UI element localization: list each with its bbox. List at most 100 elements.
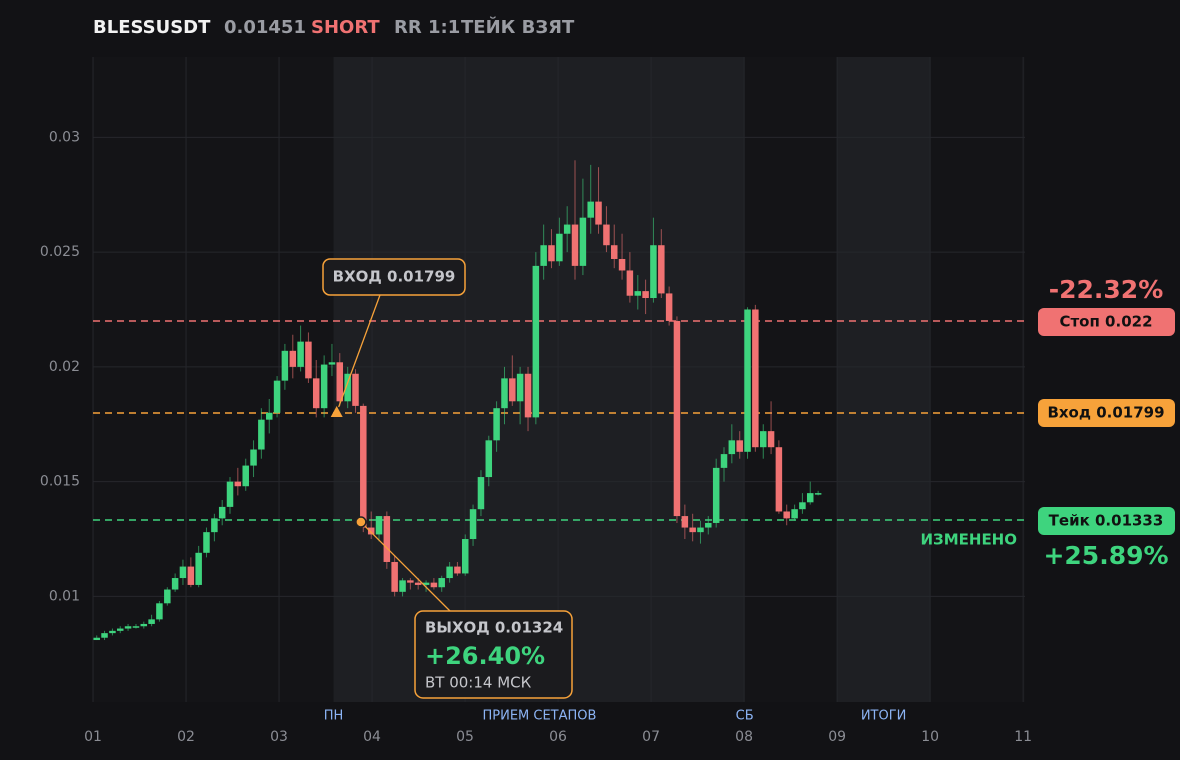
candle-body bbox=[266, 412, 273, 420]
candle-body bbox=[673, 320, 681, 517]
exit-box bbox=[414, 610, 573, 699]
y-tick-label: 0.015 bbox=[40, 474, 80, 490]
x-tick-label: 06 bbox=[549, 729, 567, 745]
candle-body bbox=[461, 539, 469, 574]
symbol: BLESSUSDT bbox=[93, 17, 211, 38]
candle-body bbox=[814, 493, 822, 495]
candle-body bbox=[93, 637, 100, 641]
entry-marker bbox=[330, 406, 343, 418]
level-change: +25.89% bbox=[1043, 541, 1168, 570]
candle-body bbox=[438, 578, 445, 588]
candle-body bbox=[728, 440, 736, 455]
candle-body bbox=[297, 341, 304, 367]
candle-body bbox=[211, 518, 218, 533]
candle-body bbox=[595, 201, 602, 225]
candle-body bbox=[124, 626, 132, 629]
candle-body bbox=[407, 580, 414, 583]
candle-body bbox=[352, 373, 359, 406]
candle-body bbox=[117, 628, 124, 631]
candle-body bbox=[767, 431, 775, 448]
candle-body bbox=[101, 633, 108, 638]
candle-body bbox=[399, 580, 406, 592]
candle-body bbox=[720, 454, 728, 468]
candle-body bbox=[736, 440, 743, 452]
candle-body bbox=[658, 245, 665, 294]
x-tick-label: 05 bbox=[456, 729, 474, 745]
candle-body bbox=[712, 467, 720, 523]
candle-body bbox=[775, 447, 783, 512]
candle-body bbox=[650, 245, 657, 299]
status: ТЕЙК ВЗЯТ bbox=[461, 16, 575, 38]
session-label: СБ bbox=[736, 709, 754, 724]
price: 0.01451 bbox=[224, 17, 306, 38]
candle-body bbox=[501, 378, 508, 409]
candle-body bbox=[516, 373, 524, 402]
candle-body bbox=[250, 449, 257, 466]
x-tick-label: 02 bbox=[177, 729, 195, 745]
exit-marker bbox=[355, 516, 367, 528]
candle-body bbox=[705, 522, 712, 528]
exit-result: +26.40% bbox=[425, 642, 545, 670]
candle-body bbox=[611, 245, 618, 259]
session-band bbox=[333, 57, 745, 702]
candle-body bbox=[524, 373, 532, 418]
candle-body bbox=[642, 291, 649, 299]
level-label: Стоп 0.022 bbox=[1059, 313, 1152, 331]
candle-body bbox=[799, 502, 806, 510]
candle-body bbox=[540, 245, 547, 266]
entry-leader bbox=[338, 294, 381, 408]
level-label: Вход 0.01799 bbox=[1047, 404, 1164, 422]
candle-body bbox=[328, 362, 336, 365]
candle-body bbox=[156, 603, 163, 620]
candle-body bbox=[187, 566, 195, 585]
x-tick-label: 07 bbox=[642, 729, 660, 745]
candle-body bbox=[367, 527, 375, 535]
level-badge bbox=[1038, 507, 1175, 535]
candle-body bbox=[344, 373, 351, 402]
x-tick-label: 08 bbox=[735, 729, 753, 745]
candle-body bbox=[273, 380, 281, 413]
candle-body bbox=[360, 405, 367, 528]
candle-body bbox=[579, 217, 587, 266]
candle-body bbox=[171, 578, 179, 590]
candle-body bbox=[791, 509, 798, 519]
candle-body bbox=[336, 362, 344, 402]
x-tick-label: 11 bbox=[1014, 729, 1032, 745]
candle-body bbox=[430, 582, 438, 588]
candle-body bbox=[618, 258, 626, 271]
candle-body bbox=[760, 431, 767, 448]
candle-body bbox=[391, 561, 398, 592]
candle-body bbox=[563, 224, 571, 234]
level-badge bbox=[1038, 399, 1175, 427]
candle-body bbox=[218, 506, 226, 519]
x-tick-label: 10 bbox=[921, 729, 939, 745]
candle-body bbox=[665, 293, 673, 321]
x-tick-label: 03 bbox=[270, 729, 288, 745]
x-tick-label: 09 bbox=[828, 729, 846, 745]
candle-body bbox=[109, 630, 116, 634]
candle-body bbox=[752, 309, 759, 448]
session-label: ПН bbox=[324, 709, 344, 724]
candle-body bbox=[634, 291, 642, 296]
candle-body bbox=[164, 589, 171, 604]
candle-body bbox=[681, 516, 689, 528]
candle-body bbox=[179, 566, 187, 579]
candle-body bbox=[203, 532, 210, 553]
candle-body bbox=[485, 440, 493, 478]
level-label: Тейк 0.01333 bbox=[1049, 512, 1164, 530]
candle-body bbox=[132, 626, 140, 628]
candle-body bbox=[446, 566, 453, 579]
session-band bbox=[837, 57, 931, 702]
candle-body bbox=[744, 309, 751, 452]
candle-body bbox=[532, 265, 540, 418]
rr: RR 1:1 bbox=[394, 17, 460, 38]
y-tick-label: 0.03 bbox=[49, 129, 80, 145]
exit-leader bbox=[360, 521, 451, 612]
candle-body bbox=[571, 224, 579, 266]
x-tick-label: 01 bbox=[84, 729, 102, 745]
candle-body bbox=[689, 527, 696, 533]
candle-body bbox=[195, 552, 202, 585]
candle-body bbox=[469, 509, 477, 540]
candle-body bbox=[148, 619, 155, 624]
